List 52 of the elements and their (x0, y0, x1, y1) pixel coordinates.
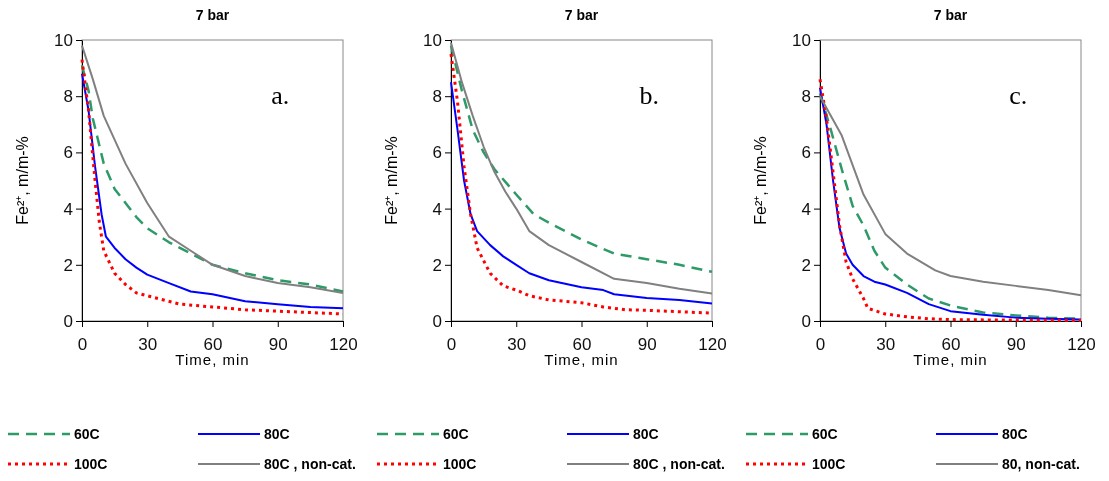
x-tick-label: 120 (329, 335, 358, 355)
y-tick-label: 0 (801, 311, 811, 331)
legend-label: 60C (812, 426, 838, 442)
x-tick-label: 0 (77, 335, 88, 355)
y-tick-label: 10 (423, 30, 442, 50)
y-tick-label: 6 (801, 143, 811, 163)
y-axis-title: Fe²⁺, m/m-% (383, 136, 400, 225)
y-tick-label: 8 (801, 87, 811, 107)
line-series (450, 81, 713, 305)
annotation: c. (1009, 81, 1028, 110)
y-tick-label: 8 (63, 87, 73, 107)
x-tick-label: 0 (815, 335, 826, 355)
x-tick-label: 90 (1006, 335, 1026, 355)
y-tick-label: 10 (792, 30, 811, 50)
y-tick-label: 6 (63, 143, 73, 163)
x-tick-label: 120 (698, 335, 727, 355)
legend-label: 60C (443, 426, 469, 442)
y-tick-label: 4 (801, 199, 811, 219)
y-axis-title: Fe²⁺, m/m-% (14, 136, 31, 225)
x-tick-label: 120 (1067, 335, 1096, 355)
y-tick-label: 0 (63, 311, 73, 331)
chart-title: 7 bar (933, 7, 968, 23)
chart-title: 7 bar (195, 7, 230, 23)
y-tick-label: 8 (432, 87, 442, 107)
legend-label: 80C (1002, 426, 1028, 442)
x-tick-label: 30 (138, 335, 158, 355)
legend-label: 80, non-cat. (1002, 456, 1080, 472)
chart-title: 7 bar (564, 7, 599, 23)
y-axis-title: Fe²⁺, m/m-% (752, 136, 769, 225)
legend-label: 100C (443, 456, 477, 472)
legend-label: 80C , non-cat. (264, 456, 356, 472)
y-tick-label: 2 (801, 255, 811, 275)
x-tick-label: 30 (876, 335, 896, 355)
legend-label: 80C , non-cat. (633, 456, 725, 472)
y-tick-label: 10 (54, 30, 73, 50)
annotation: b. (639, 81, 660, 110)
y-tick-label: 2 (63, 255, 73, 275)
legend-label: 100C (74, 456, 108, 472)
x-tick-label: 0 (446, 335, 457, 355)
y-tick-label: 4 (432, 199, 442, 219)
legend-label: 80C (633, 426, 659, 442)
y-tick-label: 0 (432, 311, 442, 331)
y-tick-label: 4 (63, 199, 73, 219)
y-tick-label: 2 (432, 255, 442, 275)
annotation: a. (271, 81, 290, 110)
legend-label: 100C (812, 456, 846, 472)
x-tick-label: 90 (637, 335, 657, 355)
x-tick-label: 30 (507, 335, 527, 355)
legend-label: 80C (264, 426, 290, 442)
y-tick-label: 6 (432, 143, 442, 163)
legend-label: 60C (74, 426, 100, 442)
x-tick-label: 90 (268, 335, 288, 355)
